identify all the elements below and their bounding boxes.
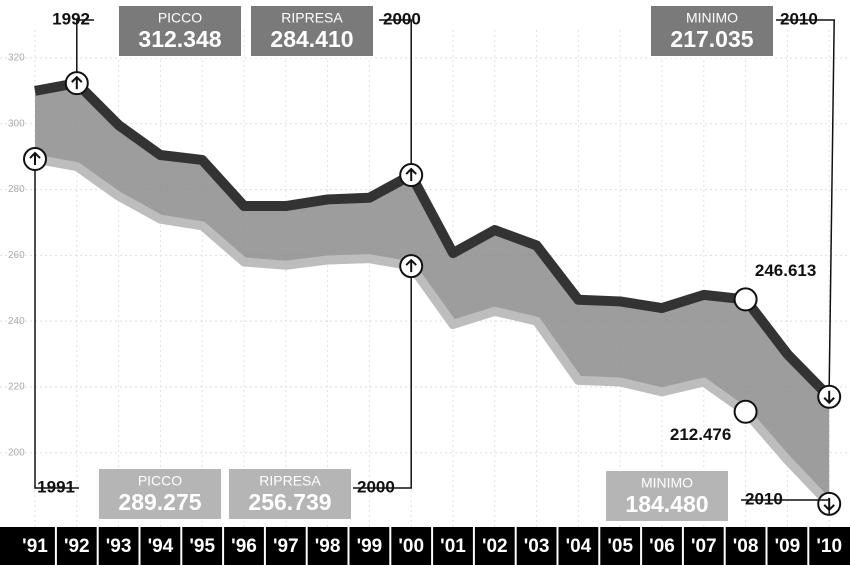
x-tick-label: '91 — [22, 536, 48, 557]
callout-value: 217.035 — [670, 26, 753, 52]
x-tick-label: '98 — [315, 536, 341, 557]
x-tick-label: '03 — [524, 536, 550, 557]
callout-year: 2010 — [780, 9, 818, 28]
x-tick-label: '97 — [273, 536, 299, 557]
y-tick-label: 220 — [8, 382, 25, 393]
callout-label: PICCO — [158, 10, 202, 26]
point-marker — [735, 288, 757, 310]
point-marker — [735, 401, 757, 423]
point-label: 246.613 — [755, 261, 816, 280]
x-tick-label: '05 — [607, 536, 633, 557]
callout-label: RIPRESA — [281, 10, 343, 26]
callout-label: RIPRESA — [259, 473, 321, 489]
y-tick-label: 200 — [8, 447, 25, 458]
x-tick-label: '08 — [733, 536, 759, 557]
x-tick-label: '10 — [816, 536, 842, 557]
callout-year: 2000 — [383, 9, 421, 28]
x-tick-label: '01 — [440, 536, 466, 557]
callout-year: 2010 — [745, 489, 783, 508]
callout-value: 184.480 — [625, 491, 708, 517]
x-tick-label: '02 — [482, 536, 508, 557]
x-tick-label: '99 — [357, 536, 383, 557]
x-tick-label: '06 — [649, 536, 675, 557]
x-tick-label: '96 — [231, 536, 257, 557]
y-tick-label: 260 — [8, 250, 25, 261]
callout-label: MINIMO — [641, 475, 693, 491]
x-tick-label: '07 — [691, 536, 717, 557]
callout-year: 1992 — [52, 9, 90, 28]
callout-value: 312.348 — [138, 26, 221, 52]
x-tick-label: '95 — [189, 536, 215, 557]
chart: 200 220 240 260 280 300 320 '91 '92 '93 '94 '95 '96 '… — [0, 0, 850, 565]
callout-year: 2000 — [357, 477, 395, 496]
point-label: 212.476 — [670, 425, 731, 444]
x-tick-label: '92 — [64, 536, 90, 557]
x-tick-label: '94 — [148, 536, 174, 557]
x-tick-label: '00 — [398, 536, 424, 557]
callout-value: 284.410 — [270, 26, 353, 52]
y-tick-label: 320 — [8, 53, 25, 64]
callout-value: 289.275 — [118, 489, 201, 515]
x-tick-label: '93 — [106, 536, 132, 557]
callout-label: MINIMO — [686, 10, 738, 26]
x-tick-label: '04 — [566, 536, 592, 557]
callout-value: 256.739 — [248, 489, 331, 515]
y-tick-label: 240 — [8, 316, 25, 327]
y-tick-label: 280 — [8, 184, 25, 195]
callout-label: PICCO — [138, 473, 182, 489]
y-tick-label: 300 — [8, 118, 25, 129]
callout-year: 1991 — [37, 477, 75, 496]
x-tick-label: '09 — [775, 536, 801, 557]
